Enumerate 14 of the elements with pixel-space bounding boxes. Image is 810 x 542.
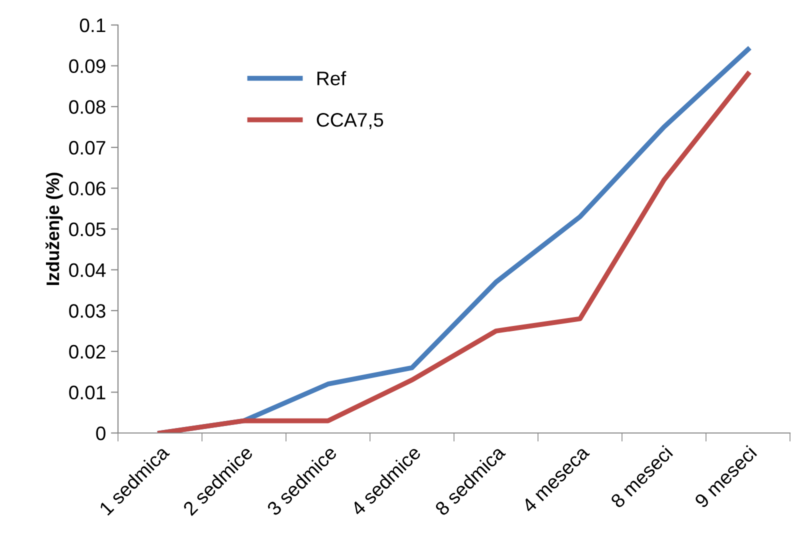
y-tick-label: 0.06: [69, 182, 106, 196]
legend-label: Ref: [317, 71, 346, 86]
y-tick-label: 0.08: [69, 100, 106, 114]
y-tick-label: 0.04: [69, 263, 106, 278]
y-axis-title: Izduženje (%): [46, 172, 63, 285]
y-tick-label: 0.02: [69, 344, 106, 359]
y-tick-label: 0.01: [69, 386, 106, 400]
y-tick-label: 0.1: [80, 18, 106, 32]
legend-label: CCA7,5: [316, 113, 384, 130]
y-tick-label: 0: [96, 426, 106, 440]
y-tick-label: 0.09: [69, 59, 106, 74]
y-tick-label: 0.05: [69, 222, 106, 236]
y-tick-label: 0.03: [69, 304, 106, 318]
y-tick-label: 0.07: [69, 140, 106, 155]
